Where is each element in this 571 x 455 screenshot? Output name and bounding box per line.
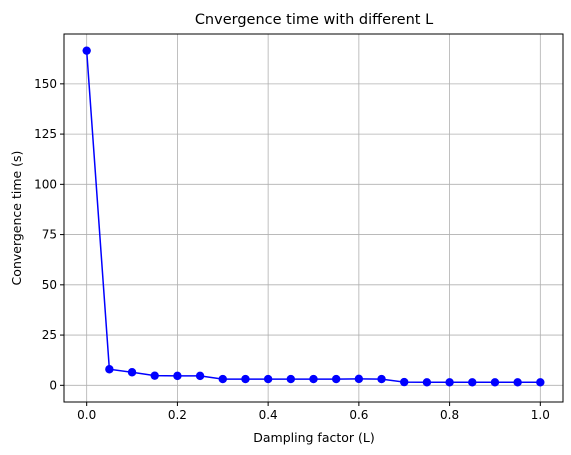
data-point xyxy=(400,377,409,387)
y-tick-label: 0 xyxy=(49,378,57,392)
x-tick-label: 0.6 xyxy=(349,408,368,422)
axes-frame xyxy=(63,33,564,403)
data-point xyxy=(490,378,500,387)
data-point xyxy=(218,374,227,384)
data-point xyxy=(82,46,91,55)
data-point xyxy=(150,371,159,380)
data-point xyxy=(536,378,545,387)
y-tick-label: 125 xyxy=(34,127,57,141)
series-line xyxy=(85,50,541,384)
x-tick-label: 0.0 xyxy=(77,408,96,422)
data-point xyxy=(513,378,522,387)
data-point xyxy=(195,371,205,381)
data-point xyxy=(241,374,250,384)
data-point xyxy=(309,374,318,384)
data-point xyxy=(354,374,364,384)
y-axis: 0 25 50 75 100 125 150 xyxy=(34,77,64,392)
data-point xyxy=(445,378,454,387)
x-tick-label: 0.8 xyxy=(440,408,459,422)
grid xyxy=(64,34,563,402)
data-point xyxy=(286,374,296,384)
y-tick-label: 100 xyxy=(34,177,57,191)
x-axis-label: Dampling factor (L) xyxy=(253,430,374,445)
data-point xyxy=(377,374,386,384)
y-tick-label: 50 xyxy=(42,278,57,292)
x-tick-label: 0.2 xyxy=(168,408,187,422)
data-point xyxy=(105,365,114,374)
data-point xyxy=(127,368,137,377)
data-point xyxy=(422,378,432,387)
y-axis-label: Convergence time (s) xyxy=(9,151,24,286)
data-point xyxy=(263,374,273,384)
x-axis: 0.0 0.2 0.4 0.6 0.8 1.0 xyxy=(77,402,550,422)
data-point xyxy=(173,371,182,381)
y-tick-label: 150 xyxy=(34,77,57,91)
y-tick-label: 25 xyxy=(42,328,57,342)
data-point xyxy=(331,374,341,384)
x-tick-label: 1.0 xyxy=(531,408,550,422)
plot-area xyxy=(82,46,545,387)
data-point xyxy=(468,378,477,387)
y-tick-label: 75 xyxy=(42,228,57,242)
x-tick-label: 0.4 xyxy=(259,408,278,422)
chart-title: Cnvergence time with different L xyxy=(195,12,433,28)
